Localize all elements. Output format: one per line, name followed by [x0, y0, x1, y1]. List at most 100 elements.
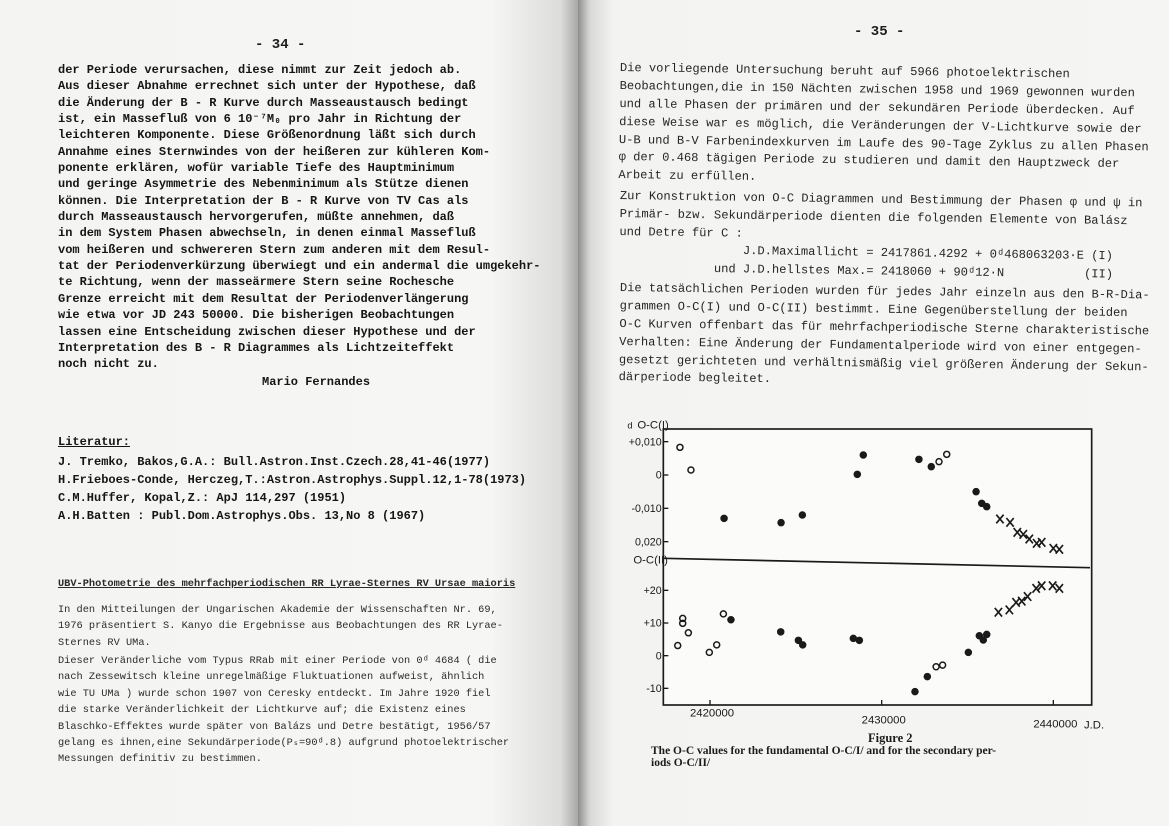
data-point-filled	[982, 630, 991, 639]
text-line: ist, ein Massefluß von 6 10⁻⁷M₀ pro Jahr…	[58, 112, 462, 127]
figure-label: Figure 2	[868, 731, 913, 745]
text-line: leichteren Komponente. Diese Größenordnu…	[58, 128, 476, 143]
data-point-filled	[923, 672, 932, 681]
text-line: Aus dieser Abnahme errechnet sich unter …	[58, 79, 476, 94]
x-tick-label: 2440000	[1033, 719, 1077, 731]
text-line: A.H.Batten : Publ.Dom.Astrophys.Obs. 13,…	[58, 509, 426, 523]
data-point-open	[932, 663, 940, 671]
x-tick-label: 2430000	[862, 714, 906, 726]
data-point-cross	[1005, 517, 1015, 528]
text-line: lassen eine Entscheidung zwischen dieser…	[58, 324, 476, 339]
data-point-filled	[911, 687, 919, 696]
data-point-open	[687, 466, 695, 474]
author: Mario Fernandes	[262, 375, 371, 389]
y-tick-label: 0	[656, 470, 662, 482]
data-point-open	[719, 610, 728, 618]
section-heading: UBV-Photometrie des mehrfachperiodischen…	[58, 576, 515, 592]
data-point-cross	[1024, 534, 1034, 544]
data-point-filled	[972, 487, 980, 496]
plot-frame	[662, 428, 1093, 706]
text-line: noch nicht zu.	[58, 357, 159, 372]
text-line: J. Tremko, Bakos,G.A.: Bull.Astron.Inst.…	[58, 455, 491, 469]
data-point-open	[935, 457, 943, 466]
data-point-open	[684, 629, 693, 637]
text-line: Blaschko-Effektes wurde später von Baláz…	[58, 720, 491, 733]
data-point-cross	[1037, 537, 1046, 548]
data-point-cross	[1018, 529, 1028, 540]
data-point-filled	[977, 499, 986, 508]
text-line: vom heißeren und schwereren Stern zum an…	[58, 242, 491, 257]
text-line: der Periode verursachen, diese nimmt zur…	[58, 63, 462, 77]
data-point-cross	[1055, 583, 1064, 594]
y-tick-label: -0,010	[631, 503, 661, 515]
text-line: Messungen definitiv zu bestimmen.	[58, 753, 262, 766]
text-line: The O-C values for the fundamental O-C/I…	[651, 745, 997, 757]
y-tick-label: -10	[646, 683, 661, 695]
text-line: 1976 präsentiert S. Kanyo die Ergebnisse…	[58, 620, 503, 633]
y-tick-label: 0,020	[635, 536, 662, 548]
data-point-open	[938, 661, 947, 669]
body-paragraph-2-rest: Die tatsächlichen Perioden wurden für je…	[619, 280, 1150, 395]
heading: UBV-Photometrie des mehrfachperiodischen…	[58, 578, 516, 590]
data-point-filled	[777, 518, 785, 527]
text-line: durch Masseaustausch hervorgerufen, müßt…	[58, 210, 455, 225]
data-point-cross	[1031, 583, 1041, 594]
page-number: - 34 -	[255, 37, 306, 53]
data-point-open	[942, 450, 951, 459]
text-line: H.Frieboes-Conde, Herczeg,T.:Astron.Astr…	[58, 473, 527, 487]
text-line: die starke Veränderlichkeit der Lichtkur…	[58, 704, 466, 717]
text-line: Interpretation des B - R Diagrammes als …	[58, 340, 455, 355]
data-point-open	[705, 648, 714, 657]
text-line: die Änderung der B - R Kurve durch Masse…	[58, 95, 469, 110]
data-point-filled	[927, 462, 936, 471]
data-point-filled	[855, 636, 864, 645]
data-point-open	[712, 641, 721, 649]
text-line: und geringe Asymmetrie des Nebenminimum …	[58, 177, 469, 192]
text-line: Dieser Veränderliche vom Typus RRab mit …	[58, 655, 497, 667]
y-label-top: O-C(I)	[637, 419, 669, 431]
data-point-open	[678, 619, 687, 628]
text-line: C.M.Huffer, Kopal,Z.: ApJ 114,297 (1951)	[58, 491, 347, 505]
data-point-cross	[994, 607, 1003, 618]
data-point-filled	[727, 615, 735, 624]
body-paragraph: der Periode verursachen, diese nimmt zur…	[58, 62, 540, 373]
figure-caption: The O-C values for the fundamental O-C/I…	[651, 745, 996, 769]
data-point-filled	[982, 502, 991, 511]
text-line: ponente erklären, wofür variable Tiefe d…	[58, 161, 455, 176]
data-point-cross	[1012, 527, 1022, 538]
text-line: tat der Periodenverkürzung überwiegt und…	[58, 259, 541, 274]
data-point-cross	[1048, 580, 1057, 591]
y-tick-label: +10	[644, 618, 662, 630]
data-point-filled	[794, 636, 803, 645]
text-line: Annahme eines Sternwindes von der heißer…	[58, 144, 491, 159]
data-point-filled	[979, 636, 988, 644]
heading: Literatur:	[58, 435, 131, 449]
x-tick-label: 2420000	[690, 708, 734, 720]
section-paragraph-1: In den Mitteilungen der Ungarischen Akad…	[58, 602, 503, 651]
data-point-cross	[1055, 544, 1064, 555]
text-line: iods O-C/II/	[651, 757, 711, 769]
text-line: te Richtung, wenn der masseärmere Stern …	[58, 275, 455, 290]
data-point-filled	[964, 648, 973, 657]
y-label-bottom: O-C(II)	[633, 555, 668, 567]
data-point-cross	[1017, 596, 1027, 606]
text-line: können. Die Interpretation der B - R Kur…	[58, 193, 469, 208]
data-point-cross	[1005, 605, 1014, 615]
y-tick-label: +0,010	[629, 436, 662, 448]
text-line: in dem System Phasen abwechseln, in dene…	[58, 226, 476, 241]
text-line: nach Zessewitsch kleine unregelmäßige Fl…	[58, 671, 485, 684]
text-line: In den Mitteilungen der Ungarischen Akad…	[58, 604, 497, 616]
literature-heading: Literatur:	[58, 434, 130, 450]
panel-divider	[663, 557, 1091, 569]
body-paragraph-1: Die vorliegende Untersuchung beruht auf …	[618, 60, 1149, 193]
x-axis-label: J.D.	[1084, 719, 1104, 731]
data-point-filled	[915, 455, 923, 464]
text-line: wie etwa vor JD 243 50000. Die bisherige…	[58, 308, 455, 323]
data-point-open	[676, 443, 684, 452]
oc-chart: O-C(I) d O-C(II) 2420000 2430000 2440000 +0…	[627, 419, 1104, 731]
data-point-filled	[720, 514, 728, 523]
text-line: Sternes RV UMa.	[58, 636, 151, 649]
text-line: wie TU UMa ) wurde schon 1907 von Ceresk…	[58, 687, 491, 700]
body-paragraph-2-intro: Zur Konstruktion von O-C Diagrammen und …	[619, 188, 1142, 249]
y-unit: d	[627, 420, 632, 430]
